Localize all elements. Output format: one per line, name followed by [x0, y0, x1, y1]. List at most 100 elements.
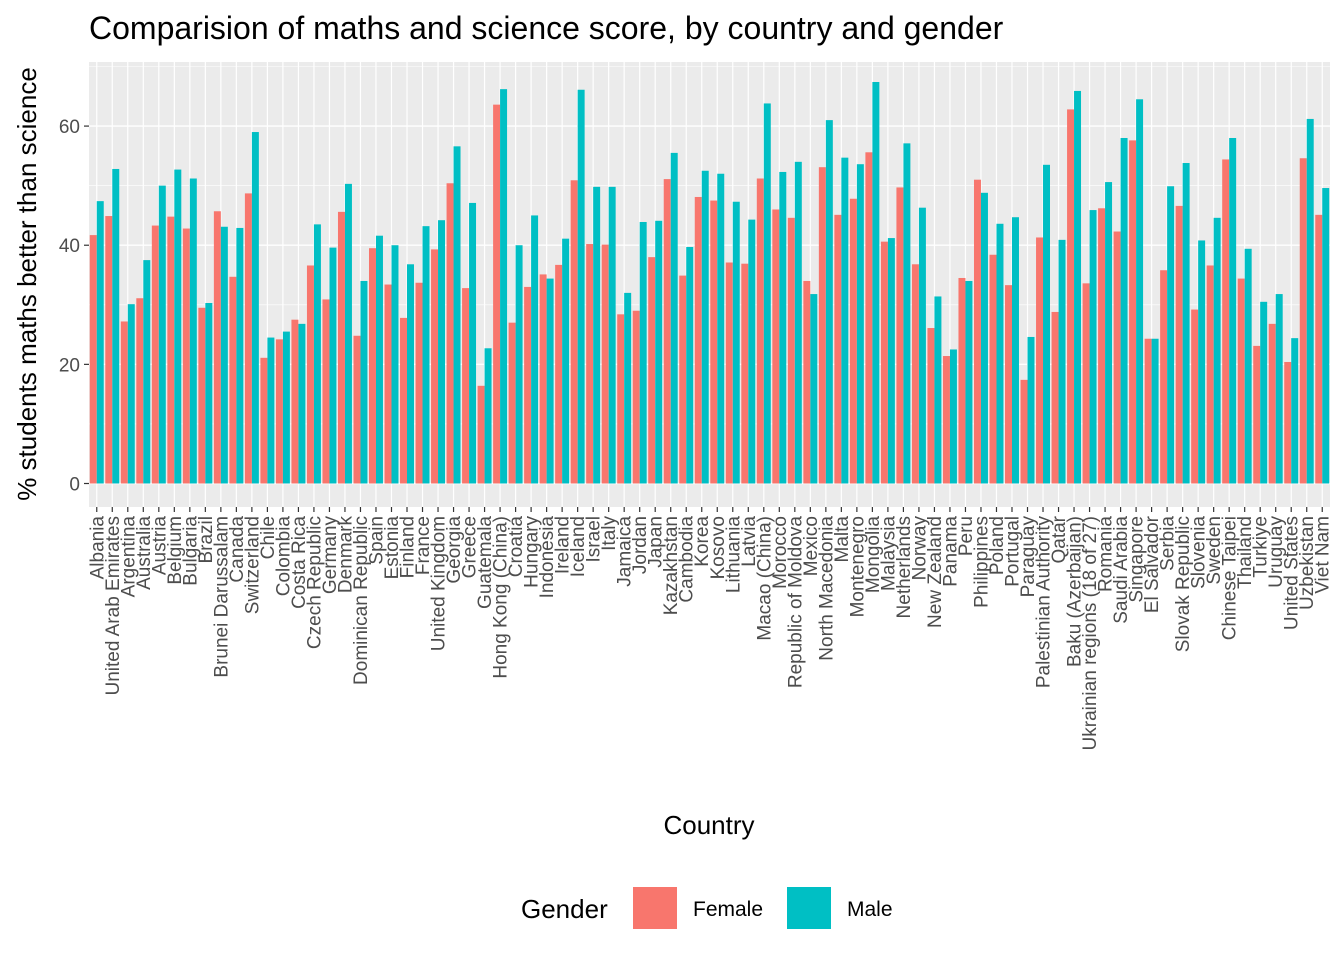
x-tick-label: Albania [87, 516, 108, 580]
bar-male [515, 245, 523, 484]
bar-male [174, 169, 182, 484]
bar-male [422, 226, 430, 484]
x-tick-label: Brunei Darussalam [211, 516, 232, 678]
bar-female [105, 216, 113, 484]
bar-male [887, 238, 895, 484]
bar-female [710, 200, 718, 484]
legend: Gender Female Male [521, 887, 893, 929]
bar-male [1167, 186, 1175, 484]
bar-male [810, 294, 818, 484]
bar-male [608, 186, 616, 484]
bar-male [453, 146, 461, 484]
bar-female [539, 274, 547, 484]
x-tick-label: Malta [832, 516, 853, 563]
bar-male [1291, 338, 1299, 484]
bar-male [344, 183, 352, 484]
bar-female [182, 228, 190, 484]
bar-female [803, 280, 811, 484]
bar-male [686, 247, 694, 484]
x-tick-label: Mongolia [863, 516, 884, 594]
x-tick-label: Germany [320, 516, 341, 595]
bar-male [1244, 248, 1252, 484]
legend-swatch-female [633, 887, 677, 929]
bar-female [741, 263, 749, 484]
bar-male [500, 89, 508, 484]
bar-male [407, 264, 414, 484]
bar-female [477, 385, 485, 484]
bar-female [586, 244, 594, 484]
x-tick-label: Portugal [1002, 516, 1023, 587]
x-tick-label: Paraguay [1018, 516, 1039, 598]
x-tick-label: Spain [366, 516, 387, 565]
bar-female [725, 262, 733, 484]
bar-female [1222, 159, 1230, 484]
x-tick-label: Hong Kong (China) [491, 516, 512, 679]
bar-male [934, 296, 942, 484]
x-tick-label: Kosovo [708, 516, 729, 579]
legend-swatch-male [787, 887, 831, 929]
bar-male [1182, 163, 1190, 484]
y-axis: 0 20 40 60 [59, 117, 89, 496]
x-tick-label: New Zealand [925, 516, 946, 628]
bar-male [748, 219, 756, 484]
bar-female [322, 299, 330, 484]
bar-female [89, 235, 97, 484]
bar-male [1151, 338, 1159, 484]
chart-title: Comparision of maths and science score, … [89, 10, 1004, 46]
x-tick-label: Israel [584, 516, 605, 562]
bar-male [701, 170, 709, 484]
x-tick-label: El Salvador [1142, 515, 1163, 613]
bar-female [818, 167, 826, 484]
bar-female [493, 104, 501, 484]
bar-female [1144, 338, 1152, 484]
legend-label-male: Male [847, 898, 893, 921]
bar-female [151, 225, 159, 484]
bar-female [958, 277, 966, 484]
bar-male [1198, 240, 1206, 484]
bar-female [1268, 323, 1276, 484]
bar-male [112, 168, 120, 484]
bar-female [570, 180, 578, 484]
bar-male [438, 220, 446, 484]
bar-female [415, 282, 423, 484]
bar-male [918, 207, 926, 484]
bar-male [593, 186, 601, 484]
x-tick-label: Netherlands [894, 516, 915, 618]
x-tick-label: Serbia [1158, 516, 1179, 571]
y-axis-title: % students maths better than science [12, 67, 42, 501]
bar-male [267, 337, 275, 484]
bar-female [462, 288, 470, 484]
bar-female [1160, 270, 1168, 484]
x-tick-label: Guatemala [475, 516, 496, 609]
bar-male [236, 227, 244, 484]
bar-female [648, 257, 656, 484]
bar-female [1299, 158, 1307, 484]
bar-male [562, 238, 570, 484]
x-tick-label: Jordan [630, 516, 651, 574]
x-tick-label: Denmark [335, 516, 356, 594]
x-tick-label: Latvia [739, 516, 760, 567]
x-tick-label: Republic of Moldova [785, 516, 806, 689]
x-tick-label: Argentina [118, 516, 139, 598]
bar-male [763, 103, 771, 484]
x-tick-label: Korea [692, 516, 713, 567]
x-tick-label: Viet Nam [1313, 516, 1334, 594]
bar-male [484, 348, 492, 484]
bar-female [849, 198, 857, 484]
bar-male [96, 201, 104, 484]
bar-female [942, 356, 950, 484]
y-tick-label: 0 [69, 475, 80, 496]
bar-male [1043, 164, 1050, 484]
x-tick-label: Brazil [196, 516, 217, 564]
y-tick-label: 40 [59, 236, 80, 257]
x-tick-label: Costa Rica [289, 516, 310, 609]
x-tick-label: Japan [646, 516, 667, 568]
bar-male [779, 171, 787, 484]
x-tick-label: Sweden [1204, 516, 1225, 585]
x-tick-label: Morocco [770, 516, 791, 589]
bar-female [787, 217, 795, 484]
x-tick-label: Austria [149, 516, 170, 576]
bar-female [213, 211, 221, 484]
bar-female [896, 187, 904, 484]
bar-female [772, 209, 780, 484]
